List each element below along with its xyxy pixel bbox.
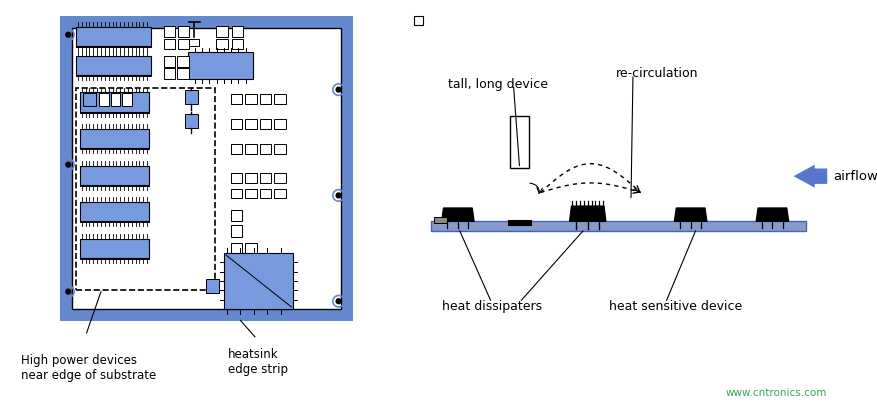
Text: airflow: airflow: [832, 170, 877, 183]
Bar: [274, 145, 285, 154]
Text: re-circulation: re-circulation: [615, 67, 697, 80]
Text: heat sensitive device: heat sensitive device: [608, 300, 741, 313]
Bar: [178, 39, 189, 49]
Bar: [231, 225, 242, 237]
Bar: [72, 28, 340, 309]
Bar: [245, 189, 257, 198]
Bar: [163, 39, 175, 49]
Circle shape: [336, 299, 340, 304]
Bar: [189, 39, 199, 46]
Bar: [507, 220, 531, 225]
Bar: [80, 129, 149, 148]
Bar: [80, 202, 149, 221]
Text: heatsink
edge strip: heatsink edge strip: [228, 349, 288, 377]
Bar: [260, 119, 271, 129]
Bar: [274, 173, 285, 183]
Bar: [231, 119, 242, 129]
Bar: [245, 145, 257, 154]
Bar: [80, 239, 149, 258]
Bar: [177, 56, 189, 66]
Bar: [433, 217, 446, 223]
Bar: [76, 27, 151, 46]
Bar: [76, 56, 151, 75]
Bar: [184, 89, 198, 104]
Bar: [232, 26, 243, 37]
Bar: [260, 173, 271, 183]
Bar: [245, 119, 257, 129]
Bar: [231, 189, 242, 198]
Bar: [122, 94, 132, 106]
Bar: [163, 26, 175, 37]
Bar: [184, 114, 198, 128]
Bar: [245, 243, 257, 256]
Bar: [231, 145, 242, 154]
Bar: [82, 94, 96, 106]
Bar: [260, 94, 271, 104]
Bar: [231, 243, 242, 256]
Bar: [76, 88, 215, 290]
Bar: [231, 173, 242, 183]
Bar: [177, 68, 189, 79]
Circle shape: [66, 33, 71, 37]
Bar: [80, 166, 149, 185]
Bar: [224, 253, 293, 309]
Bar: [163, 68, 175, 79]
Bar: [231, 94, 242, 104]
Circle shape: [336, 87, 340, 92]
Bar: [205, 279, 219, 293]
Bar: [80, 93, 149, 112]
Bar: [178, 26, 189, 37]
Text: www.cntronics.com: www.cntronics.com: [725, 388, 826, 398]
Circle shape: [66, 162, 71, 167]
Bar: [217, 39, 228, 49]
Bar: [232, 39, 243, 49]
Polygon shape: [674, 208, 706, 221]
Circle shape: [336, 193, 340, 198]
Bar: [245, 94, 257, 104]
FancyArrow shape: [793, 165, 826, 188]
Text: High power devices
near edge of substrate: High power devices near edge of substrat…: [21, 354, 156, 382]
Bar: [188, 52, 253, 79]
Bar: [231, 210, 242, 221]
Polygon shape: [755, 208, 788, 221]
Text: heat dissipaters: heat dissipaters: [442, 300, 542, 313]
Bar: [217, 26, 228, 37]
Bar: [274, 119, 285, 129]
Bar: [413, 16, 423, 25]
Bar: [260, 145, 271, 154]
Bar: [274, 94, 285, 104]
Bar: [245, 173, 257, 183]
Text: tall, long device: tall, long device: [448, 78, 547, 91]
Bar: [99, 94, 109, 106]
Polygon shape: [569, 206, 605, 221]
Bar: [111, 94, 120, 106]
Polygon shape: [441, 208, 474, 221]
Bar: [431, 221, 805, 231]
Bar: [60, 16, 353, 321]
Circle shape: [66, 289, 71, 294]
Bar: [274, 189, 285, 198]
Bar: [260, 189, 271, 198]
Bar: [510, 116, 529, 169]
Bar: [163, 56, 175, 66]
